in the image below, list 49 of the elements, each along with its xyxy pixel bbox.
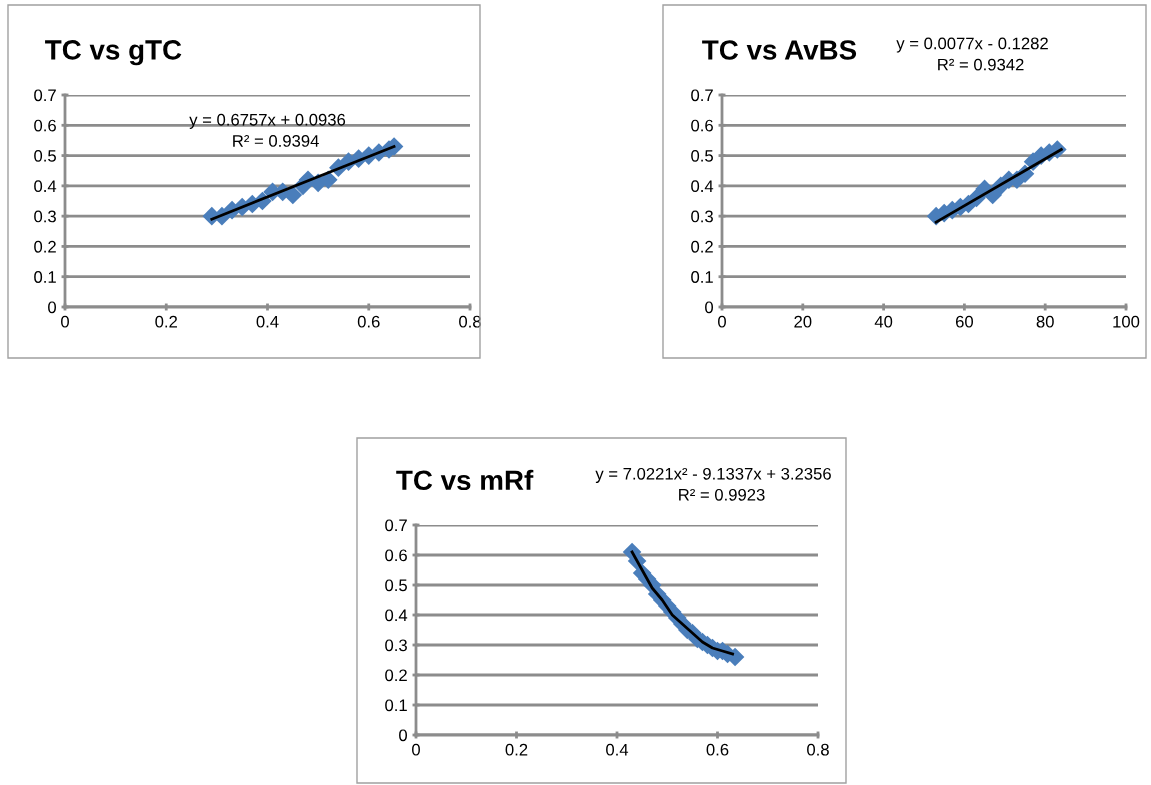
x-tick-label: 0 bbox=[61, 315, 69, 328]
y-tick-label: 0.3 bbox=[34, 210, 56, 223]
y-tick-label: 0.2 bbox=[691, 240, 713, 253]
y-tick-label: 0.2 bbox=[34, 240, 56, 253]
x-tick-label: 0.2 bbox=[155, 315, 177, 328]
x-tick-label: 0.8 bbox=[459, 315, 481, 328]
y-tick-label: 0 bbox=[705, 301, 714, 314]
y-tick-label: 0 bbox=[399, 729, 408, 742]
x-tick-label: 0.6 bbox=[706, 743, 729, 756]
y-tick-label: 0.6 bbox=[34, 119, 56, 132]
y-tick-label: 0.4 bbox=[691, 180, 714, 193]
chart-title: TC vs AvBS bbox=[702, 40, 857, 60]
x-tick-label: 0.8 bbox=[807, 743, 829, 756]
x-tick-label: 20 bbox=[794, 315, 812, 328]
text: R² = 0.9342 bbox=[938, 58, 1024, 71]
y-tick-label: 0.3 bbox=[691, 210, 713, 223]
y-tick-label: 0.6 bbox=[691, 119, 713, 132]
x-tick-label: 0.2 bbox=[505, 743, 528, 756]
x-tick-label: 60 bbox=[955, 315, 974, 328]
x-tick-label: 0 bbox=[412, 743, 420, 756]
text: y = 0.0077x - 0.1282 bbox=[896, 37, 1048, 53]
y-tick-label: 0 bbox=[48, 301, 57, 314]
y-tick-label: 0.7 bbox=[691, 89, 713, 102]
x-tick-label: 0 bbox=[718, 315, 726, 328]
text: y = 7.0221x² - 9.1337x + 3.2356 bbox=[595, 467, 831, 483]
annotation: R² = 0.9394 bbox=[233, 135, 319, 147]
y-tick-label: 0.1 bbox=[691, 271, 713, 283]
x-tick-label: 0.4 bbox=[606, 743, 629, 756]
x-tick-label: 80 bbox=[1036, 315, 1054, 328]
y-tick-label: 0.5 bbox=[34, 149, 56, 162]
y-tick-label: 0.4 bbox=[34, 180, 57, 193]
y-tick-label: 0.7 bbox=[34, 89, 56, 102]
y-tick-label: 0.7 bbox=[385, 519, 407, 532]
y-tick-label: 0.5 bbox=[691, 149, 713, 162]
text: R² = 0.9923 bbox=[679, 488, 765, 501]
x-tick-label: 40 bbox=[874, 315, 893, 328]
y-tick-label: 0.3 bbox=[385, 639, 407, 652]
y-tick-label: 0.6 bbox=[385, 549, 407, 562]
y-tick-label: 0.2 bbox=[385, 669, 407, 682]
y-tick-label: 0.1 bbox=[385, 699, 407, 712]
x-tick-label: 0.6 bbox=[357, 315, 380, 328]
chart-title: TC vs mRf bbox=[396, 469, 534, 491]
chart-title: TC vs gTC bbox=[45, 40, 182, 66]
x-tick-label: 0.4 bbox=[256, 315, 279, 328]
x-tick-label: 100 bbox=[1113, 315, 1140, 328]
annotation: y = 0.6757x + 0.0936 bbox=[189, 113, 346, 129]
y-tick-label: 0.1 bbox=[34, 271, 56, 283]
y-tick-label: 0.5 bbox=[385, 579, 407, 592]
y-tick-label: 0.4 bbox=[385, 609, 408, 622]
